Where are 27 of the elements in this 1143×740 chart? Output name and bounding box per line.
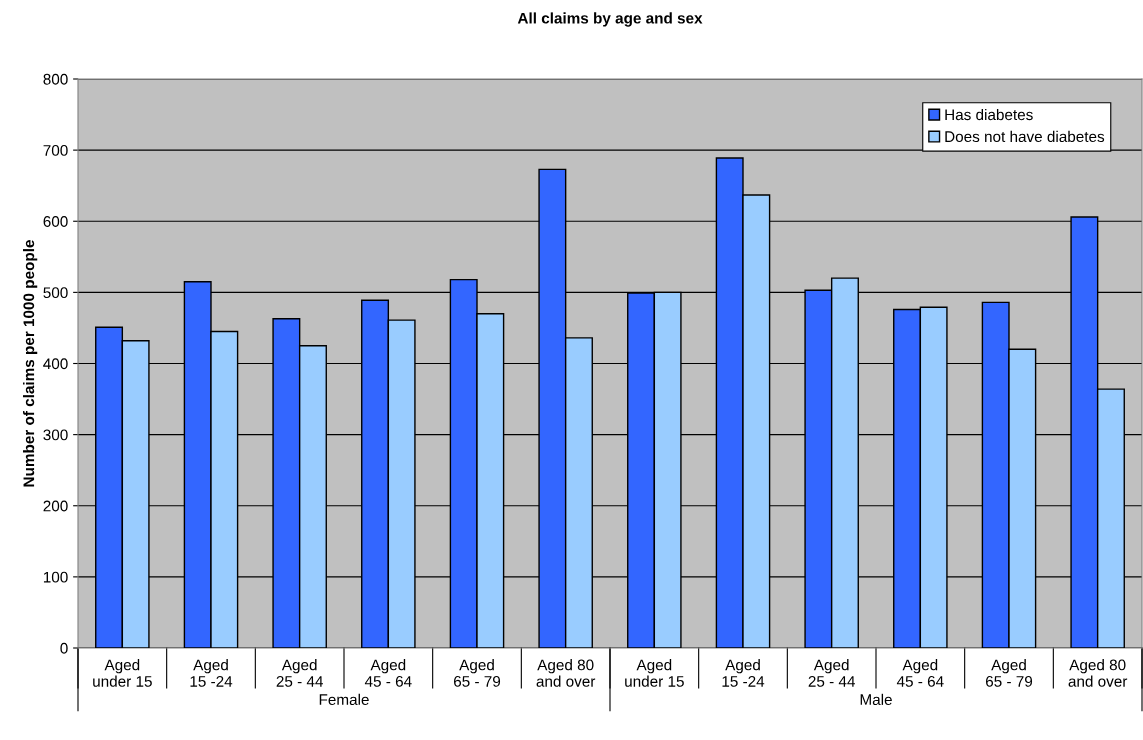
y-tick-label: 600 <box>43 216 68 227</box>
y-tick-label: 500 <box>43 287 68 299</box>
x-tick-label: Aged under 15 <box>93 659 152 687</box>
x-tick-label: Aged 45 - 64 <box>364 659 412 687</box>
x-tick-label: Aged under 15 <box>625 659 684 687</box>
y-tick-label: 100 <box>43 571 68 583</box>
legend-label: Has diabetes <box>945 108 1033 121</box>
x-tick-label: Aged 65 - 79 <box>454 659 501 687</box>
x-tick-label: Aged 80 and over <box>536 659 596 687</box>
y-tick-label: 700 <box>43 144 68 156</box>
x-tick-label: Aged 25 - 44 <box>808 659 855 687</box>
y-tick-label: 800 <box>43 73 68 85</box>
y-tick-label: 0 <box>60 642 68 654</box>
x-tick-label: Aged 15 -24 <box>190 659 233 687</box>
x-tick-label: Aged 45 - 64 <box>896 659 944 687</box>
x-tick-label: Aged 15 -24 <box>722 659 765 687</box>
y-axis-title: Number of claims per 1000 people <box>22 240 38 487</box>
chart-title: All claims by age and sex <box>517 12 703 27</box>
x-tick-label: Aged 65 - 79 <box>986 659 1033 687</box>
y-tick-label: 400 <box>43 358 68 370</box>
y-tick-label: 300 <box>43 429 68 441</box>
text: Female <box>319 693 369 706</box>
x-tick-label: Aged 25 - 44 <box>276 659 323 687</box>
text: Male <box>860 693 892 706</box>
y-tick-label: 200 <box>43 500 68 512</box>
x-tick-label: Aged 80 and over <box>1068 659 1128 687</box>
legend-label: Does not have diabetes <box>945 130 1105 143</box>
